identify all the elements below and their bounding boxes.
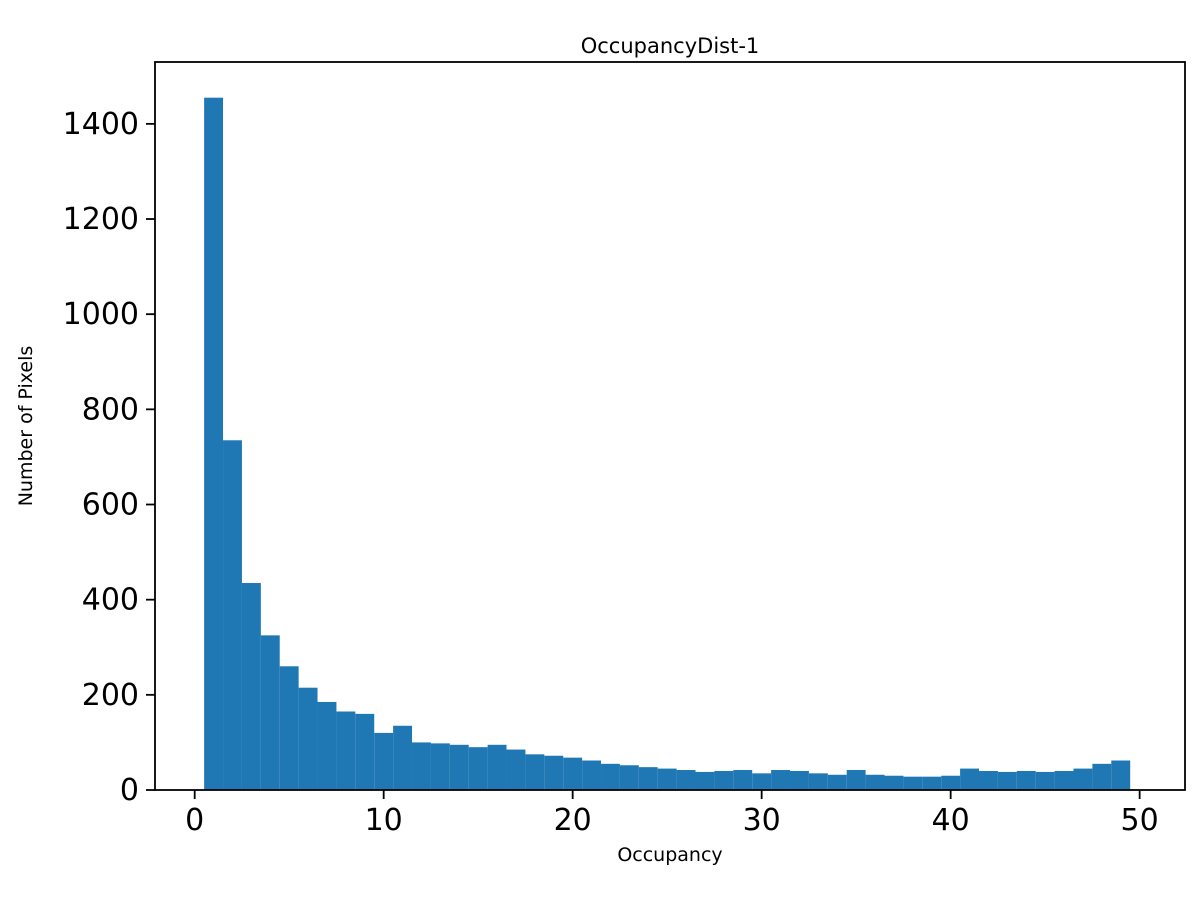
- histogram-bar: [771, 770, 791, 790]
- histogram-bar: [1092, 763, 1112, 790]
- histogram-bar: [827, 774, 847, 790]
- histogram-bar: [223, 440, 242, 790]
- histogram-bar: [449, 744, 469, 790]
- histogram-bar: [903, 776, 923, 790]
- histogram-bar: [544, 755, 564, 790]
- histogram-bar: [619, 765, 639, 790]
- x-tick-label: 20: [554, 803, 592, 838]
- histogram-bar: [752, 773, 772, 790]
- histogram-bar: [298, 687, 318, 790]
- x-tick-label: 0: [185, 803, 204, 838]
- chart-title: OccupancyDist-1: [581, 34, 760, 58]
- histogram-bar: [960, 768, 979, 790]
- histogram-bar: [1111, 760, 1131, 790]
- histogram-bar: [241, 583, 261, 790]
- histogram-bar: [884, 775, 904, 790]
- histogram-bar: [412, 742, 431, 790]
- x-tick-label: 10: [365, 803, 403, 838]
- histogram-bar: [1073, 768, 1093, 790]
- histogram-bar: [1016, 770, 1036, 790]
- x-tick-label: 40: [932, 803, 970, 838]
- histogram-bar: [260, 635, 280, 790]
- histogram-bar: [979, 770, 998, 790]
- histogram-bar: [601, 763, 620, 790]
- histogram-bar: [657, 768, 677, 790]
- y-tick-label: 0: [120, 773, 139, 808]
- histogram-bar: [865, 774, 885, 790]
- histogram-bar: [997, 771, 1017, 790]
- histogram-bar: [1035, 771, 1055, 790]
- histogram-bar: [355, 713, 375, 790]
- y-tick-label: 1400: [63, 107, 139, 142]
- histogram-bar: [204, 97, 224, 790]
- histogram-bar: [846, 770, 866, 790]
- histogram-bar: [279, 666, 299, 790]
- histogram-bar: [733, 770, 753, 790]
- histogram-bar: [487, 744, 507, 790]
- y-axis-label: Number of Pixels: [15, 346, 37, 507]
- y-tick-label: 600: [82, 488, 139, 523]
- histogram-bar: [430, 743, 450, 790]
- histogram-bar: [506, 749, 526, 790]
- histogram-bar: [525, 754, 545, 790]
- histogram-bar: [922, 776, 942, 790]
- histogram-bar: [714, 770, 734, 790]
- x-axis-label: Occupancy: [617, 844, 722, 866]
- histogram-bar: [374, 732, 394, 790]
- histogram-bar: [336, 711, 356, 790]
- y-tick-label: 1000: [63, 297, 139, 332]
- histogram-bar: [563, 757, 583, 790]
- histogram-bar: [582, 760, 602, 790]
- axes-group: 0 10 20 30 40 50 0 200 400 600 800 1000 1200 1400: [63, 61, 1186, 838]
- histogram-bar: [468, 747, 488, 790]
- x-tick-label: 50: [1121, 803, 1159, 838]
- plot-border: [154, 61, 1186, 791]
- histogram-bar: [808, 773, 828, 790]
- histogram-bar: [1054, 770, 1074, 790]
- histogram-bar: [317, 701, 337, 790]
- histogram-bar: [790, 770, 809, 790]
- bars-group: [204, 97, 1131, 790]
- histogram-bar: [695, 771, 715, 790]
- histogram-bar: [676, 770, 696, 790]
- histogram-bar: [638, 767, 658, 790]
- y-tick-label: 200: [82, 678, 139, 713]
- histogram-bar: [941, 775, 961, 790]
- y-tick-label: 400: [82, 583, 139, 618]
- x-tick-label: 30: [743, 803, 781, 838]
- histogram-bar: [393, 725, 413, 790]
- y-tick-label: 800: [82, 392, 139, 427]
- y-tick-label: 1200: [63, 202, 139, 237]
